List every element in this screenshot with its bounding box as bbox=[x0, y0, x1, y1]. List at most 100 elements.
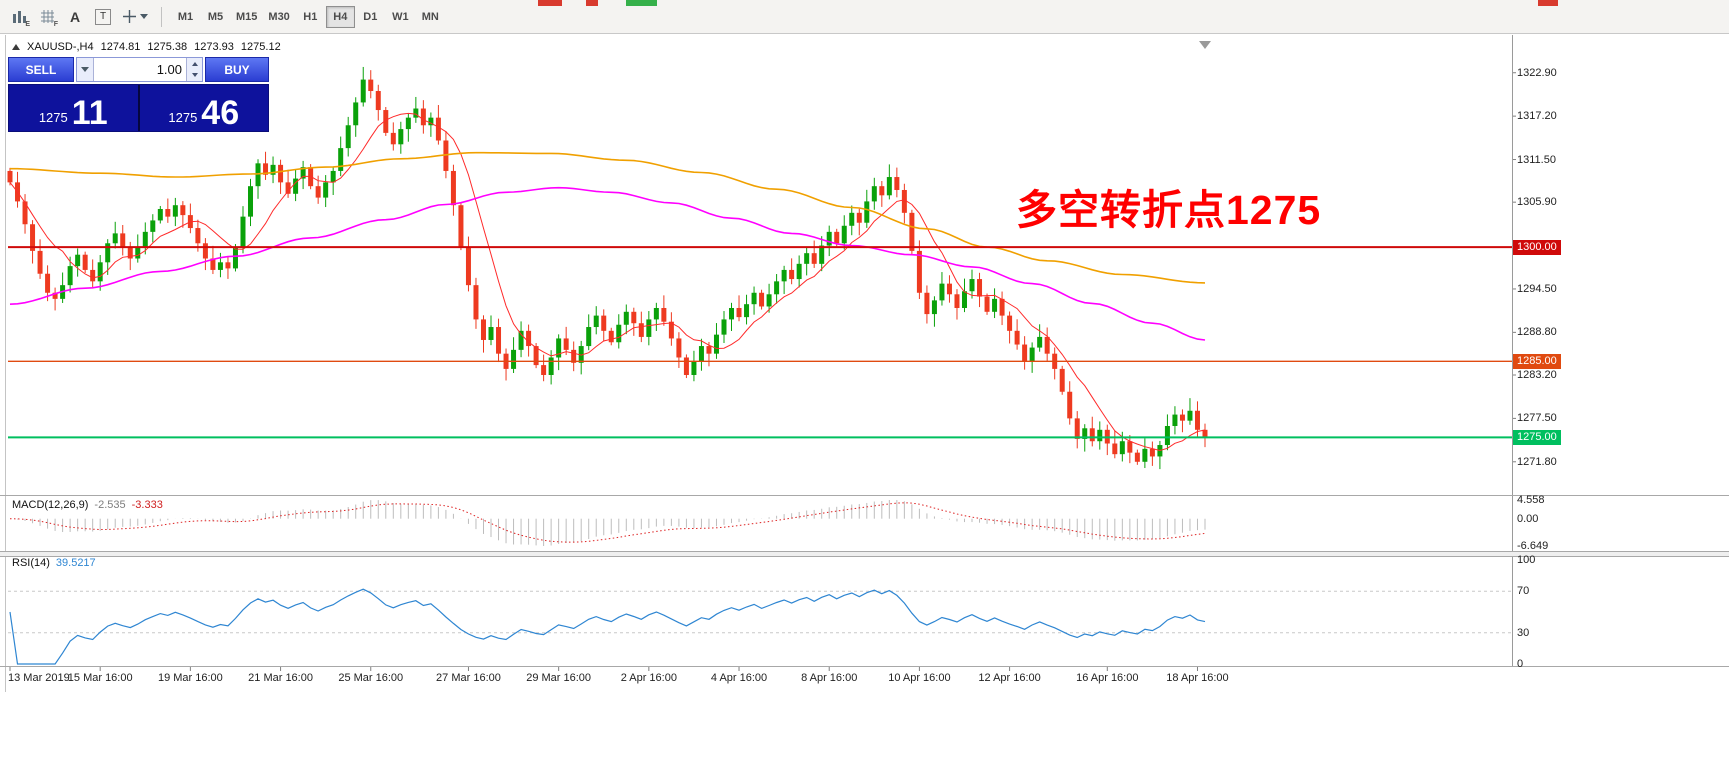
candle-body bbox=[541, 365, 547, 375]
candle-body bbox=[661, 307, 667, 322]
candle-body bbox=[473, 285, 479, 320]
text-label-icon[interactable]: A bbox=[62, 5, 88, 29]
grid-glyph bbox=[40, 10, 54, 23]
candle-body bbox=[729, 307, 735, 320]
candle-body bbox=[578, 346, 584, 363]
candle-body bbox=[706, 346, 712, 354]
timeframe-mn[interactable]: MN bbox=[416, 6, 445, 28]
candle-body bbox=[916, 250, 922, 293]
timeframe-m5[interactable]: M5 bbox=[201, 6, 230, 28]
macd-title: MACD(12,26,9) bbox=[12, 499, 89, 511]
time-axis-label: 21 Mar 16:00 bbox=[248, 672, 313, 684]
time-axis-label: 15 Mar 16:00 bbox=[67, 672, 133, 684]
candle-body bbox=[616, 324, 622, 343]
candle-body bbox=[864, 201, 870, 223]
candle-body bbox=[45, 273, 51, 293]
candle-body bbox=[946, 283, 952, 295]
candle-body bbox=[37, 250, 43, 274]
time-axis-label: 16 Apr 16:00 bbox=[1076, 672, 1139, 684]
text-box-icon[interactable]: T bbox=[90, 5, 116, 29]
candle-body bbox=[601, 315, 607, 331]
grid-icon[interactable]: F bbox=[34, 5, 60, 29]
buy-price[interactable]: 1275 46 bbox=[140, 85, 269, 131]
candle-body bbox=[1149, 448, 1155, 457]
candle-body bbox=[811, 253, 817, 264]
candle-body bbox=[563, 338, 569, 350]
candle-body bbox=[977, 279, 983, 297]
candle-body bbox=[954, 294, 960, 308]
candle-body bbox=[97, 262, 103, 282]
candle-body bbox=[480, 319, 486, 340]
candle-body bbox=[67, 266, 73, 286]
candle-body bbox=[465, 247, 471, 286]
clipped-window-fragment bbox=[586, 0, 598, 6]
candle-body bbox=[901, 189, 907, 213]
volume-down-button[interactable] bbox=[187, 69, 202, 81]
sell-price[interactable]: 1275 11 bbox=[9, 85, 138, 131]
sell-price-major: 1275 bbox=[38, 110, 68, 125]
buy-button[interactable]: BUY bbox=[205, 57, 269, 82]
volume-up-button[interactable] bbox=[187, 58, 202, 70]
timeframe-w1[interactable]: W1 bbox=[386, 6, 415, 28]
candle-body bbox=[315, 186, 321, 198]
chart-shift-icon[interactable] bbox=[1199, 41, 1211, 49]
volume-dropdown-button[interactable] bbox=[77, 58, 94, 81]
toolbar-separator bbox=[161, 6, 162, 27]
one-click-collapse-icon[interactable] bbox=[12, 44, 20, 50]
price-axis-label: 1305.90 bbox=[1517, 196, 1557, 209]
candle-body bbox=[826, 231, 832, 246]
volume-stepper bbox=[186, 58, 202, 81]
candle-body bbox=[278, 164, 284, 183]
candle-body bbox=[90, 269, 96, 282]
candle-body bbox=[698, 346, 704, 362]
timeframe-h1[interactable]: H1 bbox=[296, 6, 325, 28]
timeframe-m30[interactable]: M30 bbox=[263, 6, 294, 28]
candle-body bbox=[939, 283, 945, 301]
bar-chart-glyph bbox=[12, 11, 26, 23]
candle-body bbox=[105, 243, 111, 263]
timeframe-m15[interactable]: M15 bbox=[231, 6, 262, 28]
macd-scale-label: 4.558 bbox=[1517, 494, 1545, 506]
candle-body bbox=[496, 327, 502, 354]
candle-body bbox=[1179, 414, 1185, 421]
candle-body bbox=[1029, 347, 1035, 362]
candle-body bbox=[886, 177, 892, 196]
candle-body bbox=[323, 182, 329, 198]
hline-price-badge[interactable]: 1275.00 bbox=[1513, 429, 1561, 445]
bar-chart-icon[interactable]: E bbox=[6, 5, 32, 29]
timeframe-m1[interactable]: M1 bbox=[171, 6, 200, 28]
candle-body bbox=[984, 296, 990, 312]
symbol-timeframe: XAUUSD-,H4 bbox=[27, 41, 94, 53]
sell-button[interactable]: SELL bbox=[8, 57, 74, 82]
panel-separator bbox=[0, 495, 1729, 496]
time-axis-label: 8 Apr 16:00 bbox=[801, 672, 858, 684]
candle-body bbox=[285, 182, 291, 194]
candle-body bbox=[263, 163, 269, 175]
hline-price-badge[interactable]: 1285.00 bbox=[1513, 353, 1561, 369]
candle-body bbox=[759, 292, 765, 307]
price-axis-label: 1271.80 bbox=[1517, 455, 1557, 468]
crosshair-icon[interactable] bbox=[118, 5, 152, 29]
candle-body bbox=[713, 334, 719, 354]
ma-mid-line bbox=[9, 186, 1206, 341]
candle-body bbox=[638, 323, 644, 337]
panel-splitter[interactable] bbox=[0, 551, 1729, 557]
timeframe-h4[interactable]: H4 bbox=[325, 5, 355, 28]
candle-body bbox=[248, 186, 254, 217]
candle-body bbox=[518, 330, 524, 350]
candle-body bbox=[157, 209, 163, 221]
candle-body bbox=[1097, 429, 1103, 442]
candle-body bbox=[435, 117, 441, 141]
timeframe-d1[interactable]: D1 bbox=[356, 6, 385, 28]
candle-body bbox=[443, 140, 449, 171]
candle-body bbox=[217, 262, 223, 270]
macd-value-2: -3.333 bbox=[131, 499, 163, 511]
hline-price-badge[interactable]: 1300.00 bbox=[1513, 239, 1561, 255]
clipped-window-fragment bbox=[1538, 0, 1558, 6]
symbol-info-line: XAUUSD-,H4 1274.81 1275.38 1273.93 1275.… bbox=[12, 41, 281, 53]
candle-body bbox=[1112, 443, 1118, 455]
volume-input[interactable] bbox=[94, 58, 186, 81]
crosshair-glyph bbox=[123, 10, 136, 23]
candle-body bbox=[1194, 410, 1200, 430]
